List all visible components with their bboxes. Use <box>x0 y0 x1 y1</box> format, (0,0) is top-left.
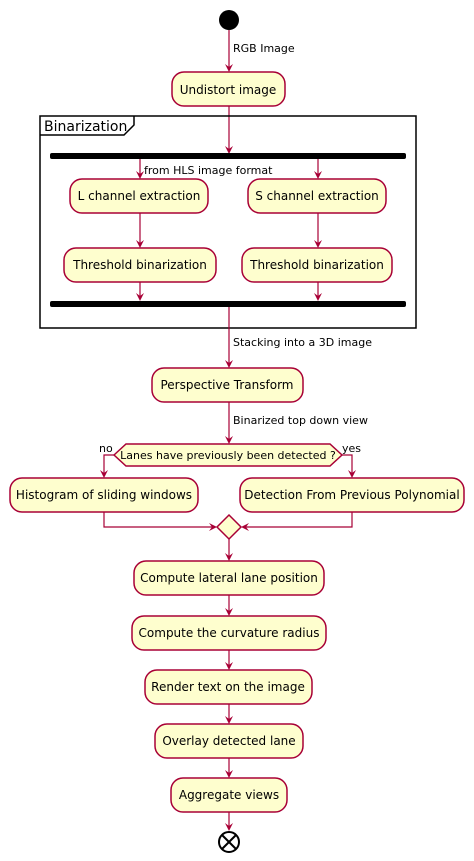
edge-label-from-hls: from HLS image format <box>144 164 273 177</box>
edge-arrow <box>136 171 144 179</box>
l-channel-extraction-node[interactable] <box>69 178 209 214</box>
edge-arrow <box>136 293 144 301</box>
edge-arrow <box>314 240 322 248</box>
edge-arrow <box>225 823 233 831</box>
edge-arrow <box>225 436 233 444</box>
join-bar <box>50 301 406 307</box>
merge-diamond <box>215 513 243 541</box>
perspective-transform-node[interactable] <box>151 367 304 403</box>
edge-label-no: no <box>99 442 113 455</box>
s-channel-extraction-node[interactable] <box>247 178 387 214</box>
edge-decision-yes <box>342 454 353 473</box>
partition-title: Binarization <box>44 119 127 135</box>
start-node <box>219 10 239 30</box>
render-text-label: Render text on the image <box>151 680 305 694</box>
edge-arrow <box>225 608 233 616</box>
lateral-lane-position-label: Compute lateral lane position <box>140 571 318 585</box>
edge-arrow <box>136 240 144 248</box>
histogram-sliding-windows-label: Histogram of sliding windows <box>16 488 192 502</box>
edge-arrow <box>225 64 233 72</box>
curvature-radius-label: Compute the curvature radius <box>139 626 320 640</box>
fork-bar <box>50 153 406 159</box>
edge-arrow <box>225 360 233 368</box>
previous-polynomial-label: Detection From Previous Polynomial <box>244 488 459 502</box>
edge-arrow <box>225 770 233 778</box>
edge-arrow <box>225 553 233 561</box>
l-channel-extraction-label: L channel extraction <box>78 189 201 203</box>
edge-decision-no <box>103 454 114 473</box>
edge-arrow <box>225 716 233 724</box>
end-node <box>218 831 240 853</box>
edge-arrow <box>348 470 356 478</box>
edge-arrow <box>225 662 233 670</box>
edge-label-yes: yes <box>342 442 361 455</box>
edge-label-rgb-image: RGB Image <box>233 42 295 55</box>
overlay-detected-lane-label: Overlay detected lane <box>162 734 295 748</box>
binarization-partition <box>39 115 417 329</box>
s-channel-extraction-label: S channel extraction <box>255 189 379 203</box>
undistort-image-label: Undistort image <box>180 83 276 97</box>
perspective-transform-label: Perspective Transform <box>160 378 293 392</box>
threshold-binarization-right-node[interactable] <box>241 247 393 283</box>
threshold-binarization-left-label: Threshold binarization <box>72 258 207 272</box>
edge-arrow <box>314 171 322 179</box>
edge-arrow <box>241 523 249 531</box>
aggregate-views-label: Aggregate views <box>179 788 279 802</box>
edge-label-stacking: Stacking into a 3D image <box>233 336 372 349</box>
lanes-detected-decision-label: Lanes have previously been detected ? <box>120 449 336 462</box>
edge-arrow <box>314 293 322 301</box>
partition-title-tab <box>40 116 135 136</box>
edge-arrow <box>209 523 217 531</box>
edge-histogram-merge <box>103 512 212 528</box>
edge-previous-merge <box>246 512 353 528</box>
threshold-binarization-right-label: Threshold binarization <box>249 258 384 272</box>
edge-label-binarized-view: Binarized top down view <box>233 414 368 427</box>
edge-arrow <box>225 146 233 154</box>
edge-arrow <box>100 470 108 478</box>
